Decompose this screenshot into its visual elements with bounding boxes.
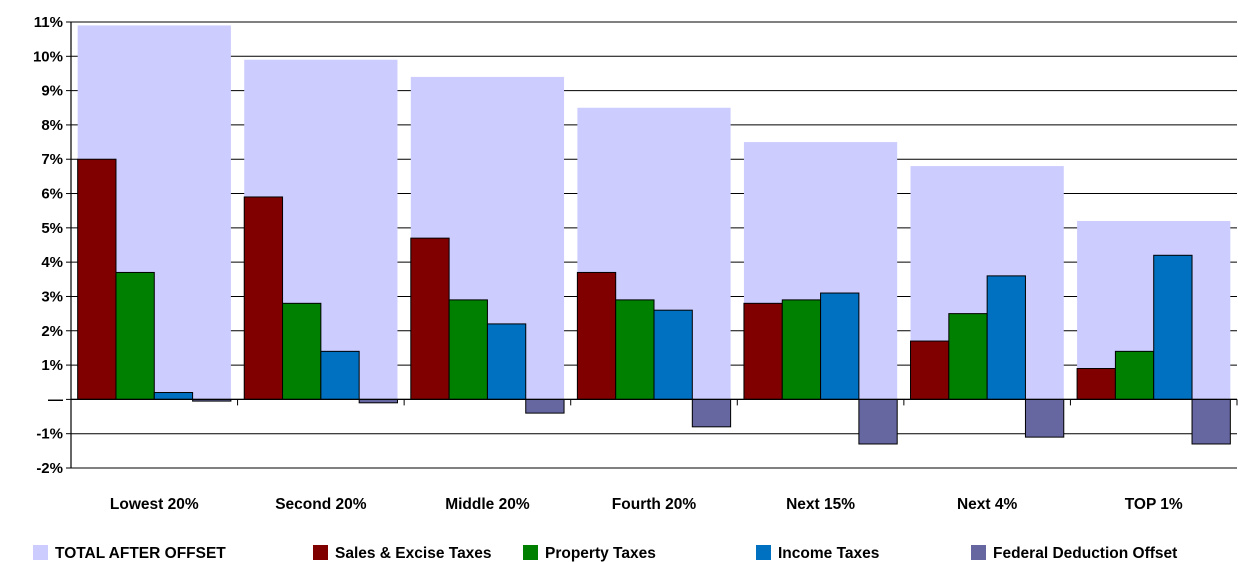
legend-swatch [756, 545, 771, 560]
x-axis-category-labels: Lowest 20% Second 20% Middle 20% Fourth 20%… [110, 496, 1183, 513]
bar-sales-excise-taxes [77, 158, 117, 400]
bar-federal-deduction-offset [691, 398, 732, 428]
bar-sales-excise-taxes [1076, 368, 1116, 400]
y-tick-label: — [48, 391, 63, 408]
legend-swatch [313, 545, 328, 560]
y-tick-label: -1% [36, 426, 63, 443]
bar-property-taxes [448, 299, 488, 400]
bar-property-taxes [615, 299, 655, 400]
axes [66, 21, 1238, 469]
y-tick-label: 10% [33, 48, 63, 65]
category-label: Next 15% [786, 496, 855, 513]
bar-property-taxes [115, 271, 155, 400]
legend-label: Income Taxes [778, 545, 879, 562]
bar-federal-deduction-offset [1024, 398, 1065, 438]
y-tick-label: 7% [41, 151, 63, 168]
bar-income-taxes [653, 309, 693, 400]
category-label: Fourth 20% [612, 496, 697, 513]
bar-sales-excise-taxes [743, 302, 783, 400]
category-label: Lowest 20% [110, 496, 199, 513]
bar-income-taxes [986, 275, 1026, 400]
category-label: Middle 20% [445, 496, 530, 513]
legend: TOTAL AFTER OFFSET Sales & Excise Taxes Pr… [33, 545, 1177, 562]
legend-label: Sales & Excise Taxes [335, 545, 492, 562]
bar-sales-excise-taxes [910, 340, 950, 400]
bar-federal-deduction-offset [858, 398, 898, 445]
bar-income-taxes [486, 323, 527, 400]
category-label: TOP 1% [1125, 496, 1183, 513]
y-tick-label: 9% [41, 83, 63, 100]
y-tick-label: 5% [41, 220, 63, 237]
legend-swatch [971, 545, 986, 560]
y-tick-label: 1% [41, 357, 63, 374]
bar-sales-excise-taxes [243, 196, 284, 400]
legend-label: TOTAL AFTER OFFSET [55, 545, 226, 562]
bar-income-taxes [320, 350, 360, 400]
legend-label: Federal Deduction Offset [993, 545, 1177, 562]
y-tick-label: 4% [41, 254, 63, 271]
bar-property-taxes [948, 313, 988, 400]
bar-federal-deduction-offset [1191, 398, 1231, 445]
bar-income-taxes [1153, 254, 1193, 400]
legend-label: Property Taxes [545, 545, 656, 562]
y-tick-label: 3% [41, 288, 63, 305]
bar-sales-excise-taxes [410, 237, 450, 400]
bar-federal-deduction-offset [525, 398, 565, 414]
category-label: Second 20% [275, 496, 367, 513]
bar-property-taxes [282, 302, 322, 400]
legend-swatch [523, 545, 538, 560]
y-tick-label: 8% [41, 117, 63, 134]
y-axis-tick-labels: 11% 10% 9% 8% 7% 6% 5% 4% 3% 2% 1% — -1% -2% [33, 14, 63, 477]
y-tick-label: 2% [41, 323, 63, 340]
bar-property-taxes [1114, 350, 1155, 400]
legend-swatch [33, 545, 48, 560]
bar-sales-excise-taxes [576, 271, 617, 400]
bar-income-taxes [153, 392, 194, 400]
y-tick-label: 6% [41, 186, 63, 203]
y-tick-label: 11% [34, 14, 63, 31]
bar-property-taxes [781, 299, 822, 400]
bar-income-taxes [820, 292, 860, 400]
category-label: Next 4% [957, 496, 1018, 513]
y-tick-label: -2% [36, 460, 63, 477]
